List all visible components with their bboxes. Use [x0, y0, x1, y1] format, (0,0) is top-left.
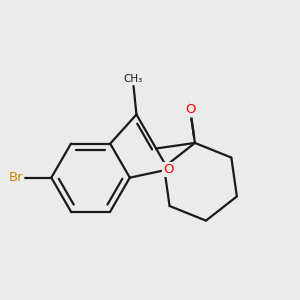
Text: O: O	[185, 103, 196, 116]
Text: Br: Br	[9, 171, 23, 184]
Text: CH₃: CH₃	[123, 74, 142, 84]
Text: O: O	[163, 163, 173, 176]
